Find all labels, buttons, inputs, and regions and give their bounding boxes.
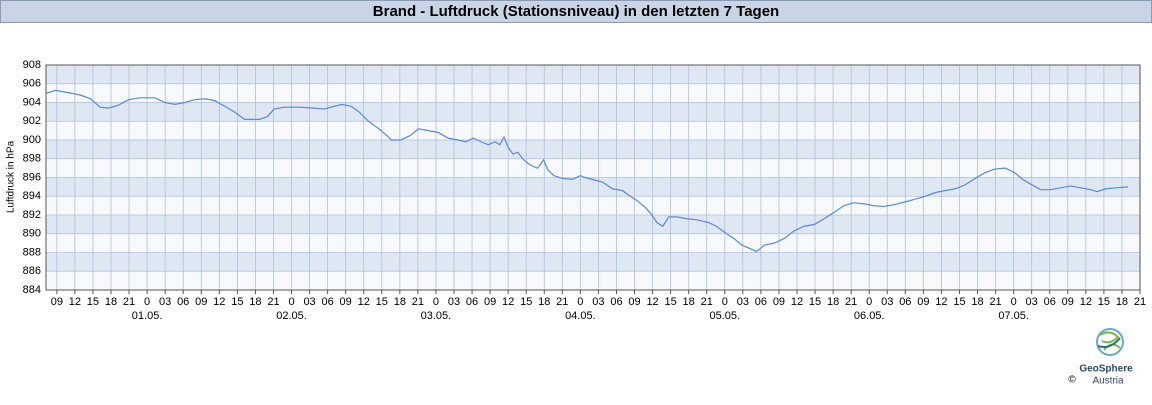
band	[46, 177, 1140, 197]
x-tick-label: 18	[249, 296, 261, 308]
band	[46, 65, 1140, 84]
x-tick-label: 03	[303, 296, 315, 308]
x-tick-label: 15	[953, 296, 965, 308]
x-tick-label: 12	[502, 296, 514, 308]
x-tick-label: 21	[267, 296, 279, 308]
copyright: ©	[1068, 375, 1076, 386]
x-tick-label: 12	[1080, 296, 1092, 308]
logo-swirl	[1097, 337, 1121, 348]
x-tick-label: 12	[935, 296, 947, 308]
x-tick-label: 09	[51, 296, 63, 308]
x-tick-label: 0	[144, 296, 150, 308]
x-tick-label: 0	[866, 296, 872, 308]
x-tick-label: 03	[159, 296, 171, 308]
y-tick-label: 884	[23, 284, 41, 296]
x-tick-label: 21	[1134, 296, 1146, 308]
x-tick-label: 18	[971, 296, 983, 308]
date-label: 02.05.	[276, 310, 307, 322]
x-tick-label: 12	[791, 296, 803, 308]
date-label: 04.05.	[565, 310, 596, 322]
logo-sub: Austria	[1092, 376, 1124, 387]
y-tick-label: 906	[23, 78, 41, 90]
logo-ring	[1096, 328, 1124, 356]
y-axis-title: Luftdruck in hPa	[6, 140, 17, 213]
logo-name: GeoSphere	[1079, 364, 1133, 375]
y-tick-label: 888	[23, 246, 41, 258]
x-tick-label: 03	[881, 296, 893, 308]
date-label: 01.05.	[132, 310, 163, 322]
x-tick-label: 09	[340, 296, 352, 308]
x-tick-label: 21	[845, 296, 857, 308]
x-tick-label: 15	[809, 296, 821, 308]
x-tick-label: 03	[448, 296, 460, 308]
x-tick-label: 12	[358, 296, 370, 308]
y-tick-label: 908	[23, 59, 41, 71]
date-label: 05.05.	[709, 310, 740, 322]
y-tick-label: 898	[23, 153, 41, 165]
x-tick-label: 21	[989, 296, 1001, 308]
x-tick-label: 09	[773, 296, 785, 308]
x-tick-label: 0	[1011, 296, 1017, 308]
y-tick-label: 904	[23, 96, 41, 108]
x-tick-label: 06	[466, 296, 478, 308]
x-tick-label: 06	[177, 296, 189, 308]
x-tick-label: 0	[433, 296, 439, 308]
x-tick-label: 15	[1098, 296, 1110, 308]
x-tick-label: 21	[701, 296, 713, 308]
x-tick-label: 18	[394, 296, 406, 308]
y-tick-label: 896	[23, 171, 41, 183]
y-tick-label: 890	[23, 228, 41, 240]
x-tick-label: 03	[737, 296, 749, 308]
x-tick-label: 09	[917, 296, 929, 308]
x-tick-label: 15	[231, 296, 243, 308]
x-tick-label: 21	[123, 296, 135, 308]
x-tick-label: 06	[755, 296, 767, 308]
band	[46, 215, 1140, 234]
pressure-line	[46, 89, 1129, 253]
x-tick-label: 15	[87, 296, 99, 308]
y-tick-label: 902	[23, 115, 41, 127]
date-label: 03.05.	[421, 310, 452, 322]
date-label: 07.05.	[998, 310, 1029, 322]
x-tick-label: 15	[376, 296, 388, 308]
x-tick-label: 09	[628, 296, 640, 308]
x-tick-label: 15	[520, 296, 532, 308]
y-tick-label: 886	[23, 265, 41, 277]
x-tick-label: 12	[69, 296, 81, 308]
x-tick-label: 09	[484, 296, 496, 308]
x-tick-label: 18	[105, 296, 117, 308]
x-tick-label: 09	[195, 296, 207, 308]
x-tick-label: 12	[213, 296, 225, 308]
x-tick-label: 03	[1026, 296, 1038, 308]
x-tick-label: 15	[665, 296, 677, 308]
band	[46, 252, 1140, 272]
x-tick-label: 0	[577, 296, 583, 308]
x-tick-label: 06	[1044, 296, 1056, 308]
x-tick-label: 06	[899, 296, 911, 308]
y-tick-label: 894	[23, 190, 41, 202]
x-tick-label: 21	[412, 296, 424, 308]
x-tick-label: 18	[683, 296, 695, 308]
x-tick-label: 0	[288, 296, 294, 308]
x-tick-label: 06	[321, 296, 333, 308]
x-tick-label: 21	[556, 296, 568, 308]
band	[46, 140, 1140, 159]
plot-border	[45, 64, 1141, 291]
chart-title: Brand - Luftdruck (Stationsniveau) in de…	[373, 3, 779, 20]
x-tick-label: 06	[610, 296, 622, 308]
x-tick-label: 0	[722, 296, 728, 308]
x-tick-label: 09	[1062, 296, 1074, 308]
logo: GeoSphere Austria ©	[1068, 328, 1133, 387]
x-tick-label: 18	[1116, 296, 1128, 308]
x-tick-label: 18	[827, 296, 839, 308]
y-tick-label: 892	[23, 209, 41, 221]
x-tick-label: 18	[538, 296, 550, 308]
y-tick-label: 900	[23, 134, 41, 146]
x-tick-label: 12	[646, 296, 658, 308]
date-label: 06.05.	[854, 310, 885, 322]
x-tick-label: 03	[592, 296, 604, 308]
band	[46, 102, 1140, 122]
